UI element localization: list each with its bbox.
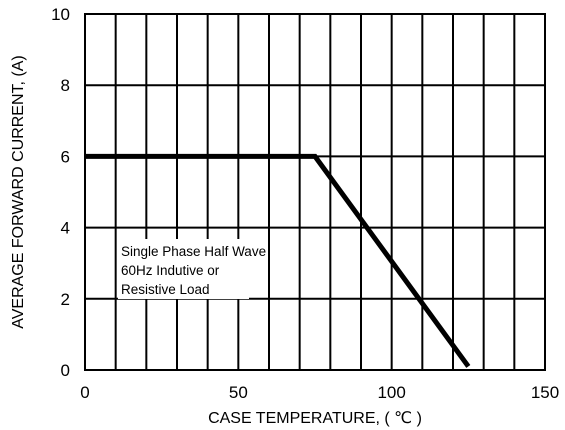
annotation-box: Single Phase Half Wave 60Hz Indutive or … (118, 239, 266, 299)
annotation-line-2: 60Hz Indutive or (121, 263, 220, 278)
annotation-background (118, 239, 249, 299)
y-tick-label: 2 (61, 290, 70, 309)
plot-frame (84, 13, 546, 371)
y-tick-label: 10 (51, 5, 70, 24)
x-tick-label: 0 (80, 383, 89, 402)
series-layer (85, 153, 471, 368)
y-tick-label: 0 (61, 361, 70, 380)
y-tick-label: 4 (61, 219, 70, 238)
annotation-line-3: Resistive Load (121, 282, 210, 297)
plot-background (85, 14, 545, 370)
y-axis-label: AVERAGE FORWARD CURRENT, (A) (10, 55, 27, 329)
y-tick-labels: 0 2 4 6 8 10 (51, 5, 70, 380)
y-tick-label: 6 (61, 147, 70, 166)
y-tick-label: 8 (61, 76, 70, 95)
x-tick-label: 50 (229, 383, 248, 402)
x-tick-label: 100 (377, 383, 405, 402)
x-tick-labels: 0 50 100 150 (80, 383, 559, 402)
x-axis-label: CASE TEMPERATURE, ( ℃ ) (208, 410, 422, 427)
annotation-line-1: Single Phase Half Wave (121, 244, 266, 259)
x-tick-label: 150 (531, 383, 559, 402)
derating-curve (85, 153, 471, 368)
